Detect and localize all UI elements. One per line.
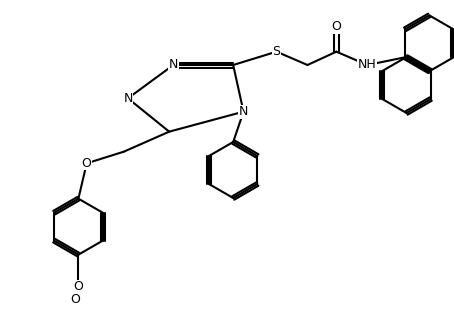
Text: O: O <box>82 157 92 170</box>
Text: NH: NH <box>358 58 377 72</box>
Text: O: O <box>74 280 84 293</box>
Text: N: N <box>168 58 178 72</box>
Text: N: N <box>123 92 133 105</box>
Text: S: S <box>272 45 281 58</box>
Text: N: N <box>239 105 248 118</box>
Text: O: O <box>331 20 341 33</box>
Text: O: O <box>70 293 80 306</box>
